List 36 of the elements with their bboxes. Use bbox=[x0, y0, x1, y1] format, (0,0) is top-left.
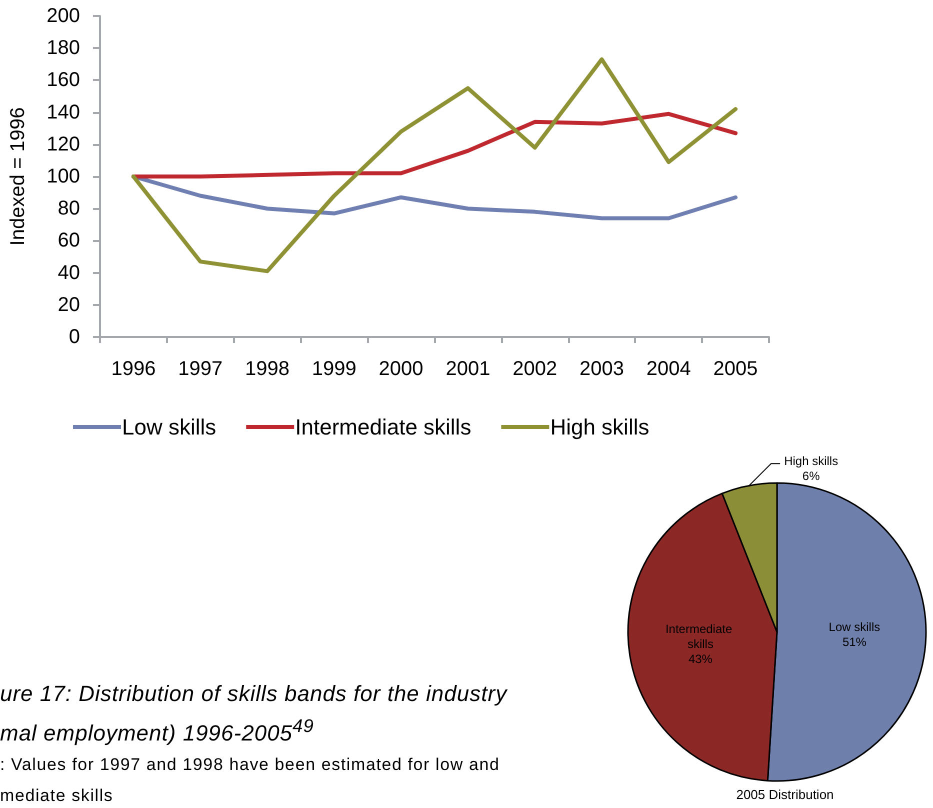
x-tick-label: 1999 bbox=[312, 358, 356, 380]
legend-label: Low skills bbox=[122, 414, 216, 440]
x-tick-label: 2001 bbox=[446, 358, 490, 380]
legend-label: Intermediate skills bbox=[295, 414, 472, 440]
data-label: 51% bbox=[842, 634, 867, 649]
x-tick-label: 2004 bbox=[646, 358, 691, 380]
x-tick-label: 1998 bbox=[245, 358, 290, 380]
y-tick-label: 60 bbox=[58, 230, 80, 252]
y-tick-label: 160 bbox=[46, 69, 80, 92]
text: ure 17: Distribution of skills bands for the industry mal employment) 1996-2005$^{49}$ bbox=[0, 680, 508, 748]
slice-label: Low skills bbox=[828, 620, 880, 634]
x-tick-label: 2000 bbox=[378, 358, 424, 380]
slice-label: High skills bbox=[784, 454, 838, 468]
data-label: 43% bbox=[688, 652, 713, 666]
y-tick-label: 80 bbox=[58, 198, 80, 220]
y-tick-label: 200 bbox=[46, 5, 80, 27]
y-tick-label: 180 bbox=[46, 37, 80, 60]
legend-label: High skills bbox=[550, 414, 650, 440]
y-tick-label: 140 bbox=[46, 101, 80, 124]
x-tick-label: 1997 bbox=[178, 358, 223, 380]
text: : Values for 1997 and 1998 have been estimated for low and mediate skills bbox=[0, 754, 501, 808]
y-axis-title: Indexed = 1996 bbox=[7, 107, 29, 246]
y-tick-label: 120 bbox=[46, 133, 80, 156]
slice-label: Intermediate skills bbox=[665, 622, 736, 652]
y-tick-label: 20 bbox=[58, 294, 80, 316]
x-tick-label: 2005 bbox=[713, 358, 758, 380]
text: 2005 Distribution bbox=[736, 787, 834, 802]
line-series bbox=[131, 174, 738, 220]
y-tick-label: 100 bbox=[46, 166, 80, 188]
x-tick-label: 2003 bbox=[580, 358, 624, 380]
line-series bbox=[131, 57, 738, 274]
x-tick-label: 2002 bbox=[512, 358, 558, 380]
data-label: 6% bbox=[802, 469, 820, 484]
y-tick-label: 0 bbox=[68, 326, 80, 348]
y-tick-label: 40 bbox=[58, 262, 80, 284]
x-tick-label: 1996 bbox=[111, 358, 156, 380]
